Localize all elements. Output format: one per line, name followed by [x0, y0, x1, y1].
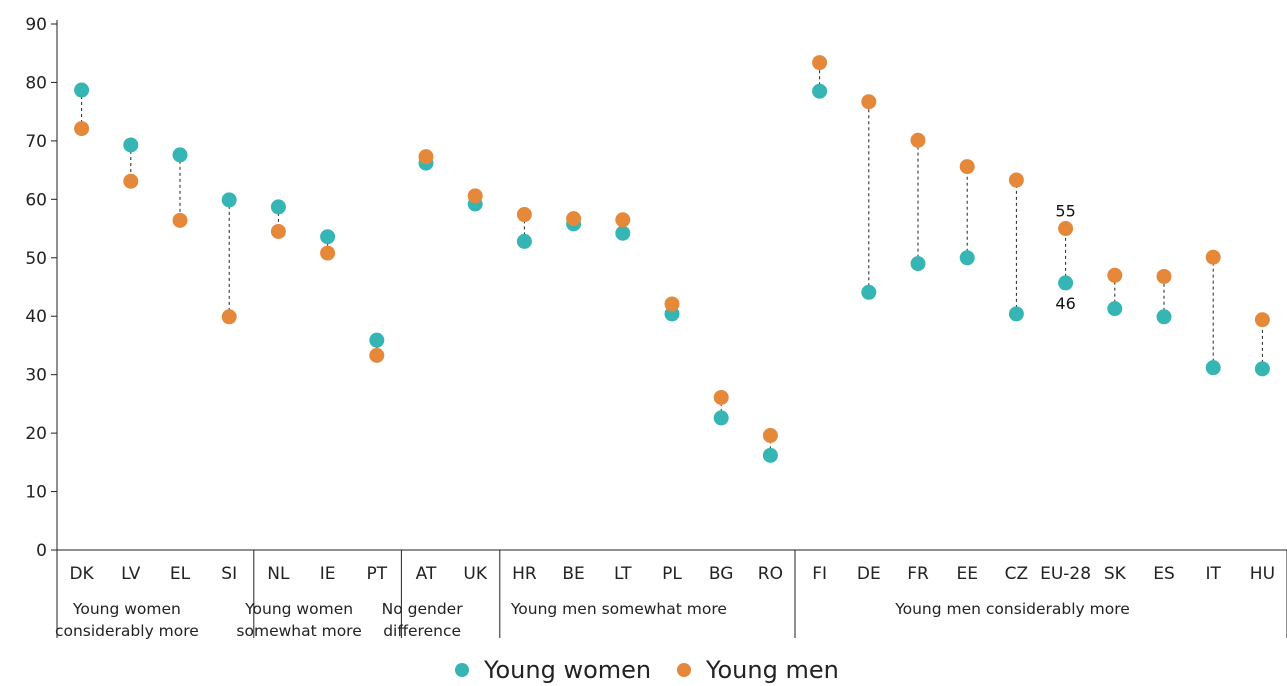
group-label: considerably more: [55, 622, 199, 640]
young-men-dot: [1058, 221, 1074, 237]
young-men-dot: [270, 223, 286, 239]
young-men-dot: [418, 149, 434, 165]
y-tick-label: 10: [25, 483, 47, 503]
young-men-dot: [369, 347, 385, 363]
young-men-dot: [615, 212, 631, 228]
young-men-dot: [1008, 172, 1024, 188]
x-tick-label: DE: [857, 564, 881, 584]
legend-label-young-women: Young women: [483, 656, 651, 684]
young-men-dot: [910, 132, 926, 148]
young-women-dot: [762, 447, 778, 463]
young-men-dot: [467, 188, 483, 204]
legend-marker-young-men: [677, 663, 691, 677]
y-tick-label: 0: [36, 541, 47, 561]
group-label: Young men considerably more: [894, 600, 1130, 618]
young-women-dot: [812, 83, 828, 99]
young-women-dot: [1254, 361, 1270, 377]
x-tick-label: FI: [812, 564, 827, 584]
young-men-dot: [1107, 267, 1123, 283]
x-tick-label: EU-28: [1040, 564, 1091, 584]
young-men-dot: [762, 427, 778, 443]
x-tick-label: CZ: [1005, 564, 1029, 584]
young-men-dot: [123, 173, 139, 189]
young-women-dot: [959, 250, 975, 266]
young-men-dot: [1156, 268, 1172, 284]
data-label: 55: [1055, 202, 1075, 221]
x-tick-label: PL: [662, 564, 682, 584]
young-men-dot: [1254, 312, 1270, 328]
x-tick-label: FR: [907, 564, 929, 584]
x-tick-label: ES: [1153, 564, 1175, 584]
young-women-dot: [713, 410, 729, 426]
young-men-dot: [959, 159, 975, 175]
young-men-dot: [861, 94, 877, 110]
x-tick-label: DK: [69, 564, 94, 584]
group-label: Young men somewhat more: [510, 600, 727, 618]
young-women-dot: [270, 199, 286, 215]
y-tick-label: 50: [25, 249, 47, 269]
x-tick-label: BE: [562, 564, 584, 584]
young-women-dot: [74, 82, 90, 98]
x-tick-label: EL: [170, 564, 191, 584]
x-tick-label: SK: [1104, 564, 1127, 584]
x-tick-label: HU: [1250, 564, 1275, 584]
young-men-dot: [566, 211, 582, 227]
x-tick-label: LT: [614, 564, 632, 584]
young-women-dot: [1156, 309, 1172, 325]
young-men-dot: [172, 212, 188, 228]
group-label: Young women: [244, 600, 353, 618]
young-women-dot: [1008, 306, 1024, 322]
y-tick-label: 80: [25, 73, 47, 93]
x-tick-label: IE: [320, 564, 336, 584]
young-women-dot: [516, 233, 532, 249]
young-women-dot: [172, 147, 188, 163]
x-tick-label: UK: [463, 564, 487, 584]
young-women-dot: [615, 225, 631, 241]
y-tick-label: 70: [25, 132, 47, 152]
group-label: somewhat more: [236, 622, 361, 640]
young-men-dot: [664, 296, 680, 312]
legend-marker-young-women: [455, 663, 469, 677]
x-tick-label: LV: [121, 564, 141, 584]
group-label: No gender: [382, 600, 464, 618]
x-tick-label: AT: [416, 564, 437, 584]
x-tick-label: RO: [758, 564, 783, 584]
young-women-dot: [861, 284, 877, 300]
young-men-dot: [1205, 249, 1221, 265]
young-men-dot: [320, 245, 336, 261]
x-tick-label: EE: [956, 564, 977, 584]
y-tick-label: 30: [25, 366, 47, 386]
young-women-dot: [221, 192, 237, 208]
group-label: difference: [383, 622, 461, 640]
y-tick-label: 20: [25, 424, 47, 444]
group-label: Young women: [72, 600, 181, 618]
x-tick-label: HR: [512, 564, 537, 584]
young-men-dot: [812, 55, 828, 71]
young-women-dot: [123, 137, 139, 153]
young-men-dot: [221, 309, 237, 325]
y-tick-label: 90: [25, 15, 47, 35]
young-women-dot: [320, 229, 336, 245]
legend-label-young-men: Young men: [705, 656, 839, 684]
young-women-dot: [1205, 360, 1221, 376]
young-men-dot: [516, 207, 532, 223]
x-tick-label: SI: [221, 564, 237, 584]
young-women-dot: [369, 332, 385, 348]
young-women-dot: [1107, 301, 1123, 317]
young-women-dot: [1058, 275, 1074, 291]
young-men-dot: [74, 121, 90, 137]
young-women-dot: [910, 256, 926, 272]
x-tick-label: PT: [366, 564, 387, 584]
x-tick-label: IT: [1205, 564, 1221, 584]
y-tick-label: 60: [25, 190, 47, 210]
young-men-dot: [713, 389, 729, 405]
y-tick-label: 40: [25, 307, 47, 327]
data-label: 46: [1055, 294, 1075, 313]
x-tick-label: NL: [267, 564, 290, 584]
x-tick-label: BG: [709, 564, 734, 584]
